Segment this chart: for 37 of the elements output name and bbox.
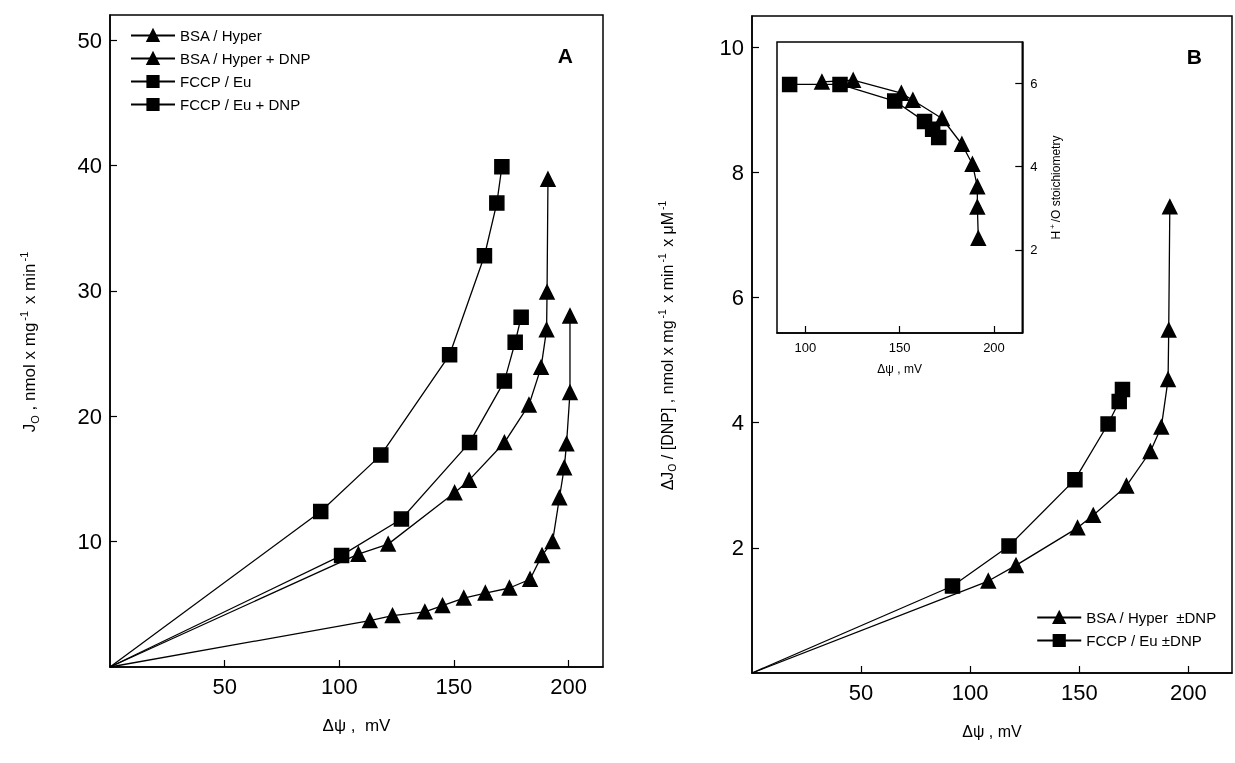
y2-tick-label: 4 xyxy=(1030,159,1038,175)
legend-label: BSA / Hyper xyxy=(180,27,262,44)
x-tick-label: 150 xyxy=(888,340,911,355)
y-tick-label: 50 xyxy=(77,27,102,53)
y-tick-label: 6 xyxy=(731,285,744,311)
x-tick-label: 100 xyxy=(320,673,358,699)
x-tick-label: 100 xyxy=(951,679,989,705)
y-axis-title: ΔJO / [DNP] , nmol x mg-1 x min-1 x μM-1 xyxy=(656,200,678,491)
y-tick-label: 4 xyxy=(731,410,744,436)
x-axis-title: Δψ , mV xyxy=(322,716,392,735)
x-axis-title: Δψ , mV xyxy=(962,722,1023,740)
y-tick-label: 20 xyxy=(77,403,102,429)
y-tick-label: 40 xyxy=(77,152,102,178)
x-tick-label: 50 xyxy=(212,673,237,699)
y2-tick-label: 6 xyxy=(1030,76,1038,92)
y-tick-label: 10 xyxy=(77,529,102,555)
x-tick-label: 150 xyxy=(1060,679,1098,705)
legend-label: FCCP / Eu xyxy=(180,73,252,90)
y2-tick-label: 2 xyxy=(1030,242,1038,258)
x-tick-label: 200 xyxy=(983,340,1005,355)
x-tick-label: 50 xyxy=(848,679,874,705)
y-tick-label: 30 xyxy=(77,278,102,304)
annotation: B xyxy=(1186,45,1203,68)
x-axis-title: Δψ , mV xyxy=(877,362,922,376)
y-axis-title: JO , nmol x mg-1 x min-1 xyxy=(18,251,41,433)
y-tick-label: 8 xyxy=(731,159,744,185)
x-tick-label: 200 xyxy=(550,673,587,699)
legend-label: BSA / Hyper ±DNP xyxy=(1086,609,1217,626)
legend-label: BSA / Hyper + DNP xyxy=(180,50,311,67)
y-tick-label: 2 xyxy=(731,535,744,561)
x-tick-label: 100 xyxy=(794,340,817,355)
x-tick-label: 150 xyxy=(435,673,473,699)
annotation: A xyxy=(557,44,574,67)
y-tick-label: 10 xyxy=(719,34,744,60)
x-tick-label: 200 xyxy=(1170,679,1207,705)
legend-label: FCCP / Eu ±DNP xyxy=(1086,632,1202,649)
legend-label: FCCP / Eu + DNP xyxy=(180,96,301,113)
